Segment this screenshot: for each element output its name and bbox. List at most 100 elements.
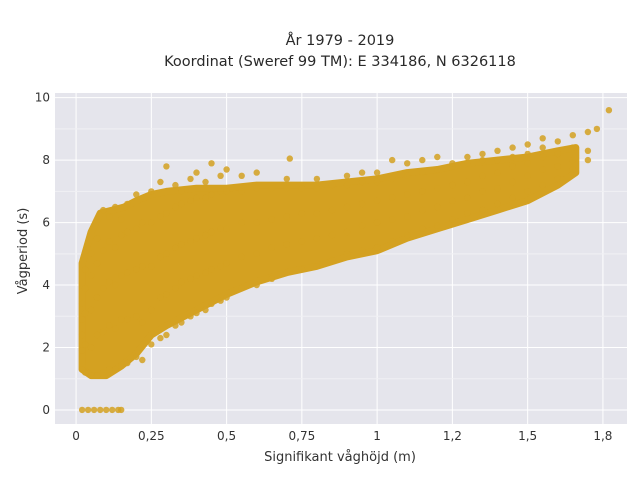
data-point	[81, 341, 89, 348]
data-point	[253, 281, 260, 289]
data-point	[283, 185, 290, 192]
data-point	[148, 263, 155, 270]
data-point	[373, 244, 381, 251]
data-point	[93, 235, 101, 242]
data-point	[434, 166, 441, 173]
data-point	[358, 169, 366, 176]
data-point	[569, 166, 576, 173]
data-point	[112, 281, 119, 289]
data-point	[419, 188, 426, 195]
data-point	[584, 147, 592, 154]
data-point	[569, 156, 576, 164]
data-point	[208, 266, 215, 273]
data-point	[313, 175, 321, 183]
data-point	[584, 156, 592, 164]
data-point	[494, 156, 501, 164]
data-point	[464, 194, 471, 201]
x-tick-label: 1,2	[443, 429, 462, 443]
data-point	[449, 197, 456, 204]
data-point	[78, 406, 86, 414]
data-point	[148, 306, 155, 314]
data-point	[464, 160, 471, 167]
data-point	[208, 191, 215, 198]
data-point	[78, 331, 86, 339]
data-point	[479, 206, 486, 214]
data-point	[157, 334, 164, 342]
y-tick-label: 10	[35, 91, 50, 105]
data-point	[434, 222, 441, 229]
data-point	[343, 250, 351, 257]
data-point	[593, 125, 601, 133]
data-point	[494, 169, 501, 176]
data-point	[93, 372, 101, 379]
data-point	[178, 319, 185, 326]
data-point	[283, 175, 290, 183]
data-point	[148, 188, 155, 195]
data-point	[139, 219, 146, 226]
x-tick-label: 1,5	[518, 429, 537, 443]
data-point	[539, 166, 546, 173]
data-point	[124, 269, 131, 276]
data-point	[118, 216, 125, 223]
data-point	[389, 216, 396, 223]
data-point	[253, 250, 260, 257]
data-point	[187, 175, 194, 183]
data-points	[78, 107, 613, 414]
data-point	[389, 194, 396, 201]
data-point	[163, 331, 170, 339]
data-point	[202, 269, 209, 276]
data-point	[404, 213, 411, 220]
data-point	[373, 169, 381, 176]
data-point	[208, 160, 215, 167]
data-point	[479, 150, 486, 158]
data-point	[81, 266, 89, 273]
data-point	[106, 322, 113, 329]
data-point	[539, 153, 546, 161]
data-point	[524, 160, 531, 167]
data-point	[217, 172, 224, 179]
y-tick-label: 2	[42, 340, 50, 354]
data-point	[238, 172, 245, 179]
data-point	[404, 231, 411, 239]
data-point	[464, 210, 471, 217]
data-point	[524, 141, 531, 148]
data-point	[106, 238, 113, 245]
data-point	[313, 263, 321, 270]
data-point	[208, 300, 215, 307]
data-point	[100, 369, 107, 376]
data-point	[389, 238, 396, 245]
data-point	[509, 163, 516, 170]
data-point	[93, 331, 101, 339]
data-point	[90, 406, 98, 414]
data-point	[283, 269, 290, 276]
data-point	[84, 406, 92, 414]
data-point	[253, 219, 260, 226]
x-tick-label: 1,8	[593, 429, 612, 443]
data-point	[419, 169, 426, 176]
data-point	[328, 256, 336, 264]
data-point	[283, 213, 290, 220]
data-point	[139, 319, 146, 326]
y-tick-label: 4	[42, 278, 50, 292]
data-point	[419, 156, 426, 164]
data-point	[464, 153, 471, 161]
data-point	[479, 172, 486, 179]
data-point	[157, 294, 164, 301]
data-point	[419, 225, 426, 232]
data-point	[202, 178, 209, 186]
data-point	[148, 219, 155, 226]
data-point	[118, 231, 125, 239]
data-point	[118, 272, 125, 279]
grid-lines	[55, 93, 627, 424]
data-point	[223, 294, 230, 301]
y-tick-label: 6	[42, 216, 50, 230]
data-point	[554, 175, 561, 183]
data-point	[87, 250, 95, 257]
data-point	[343, 172, 351, 179]
data-point	[494, 200, 501, 208]
data-point	[358, 200, 366, 208]
y-axis-label: Vågperiod (s)	[16, 208, 31, 295]
data-point	[133, 266, 140, 273]
data-point	[238, 219, 245, 226]
